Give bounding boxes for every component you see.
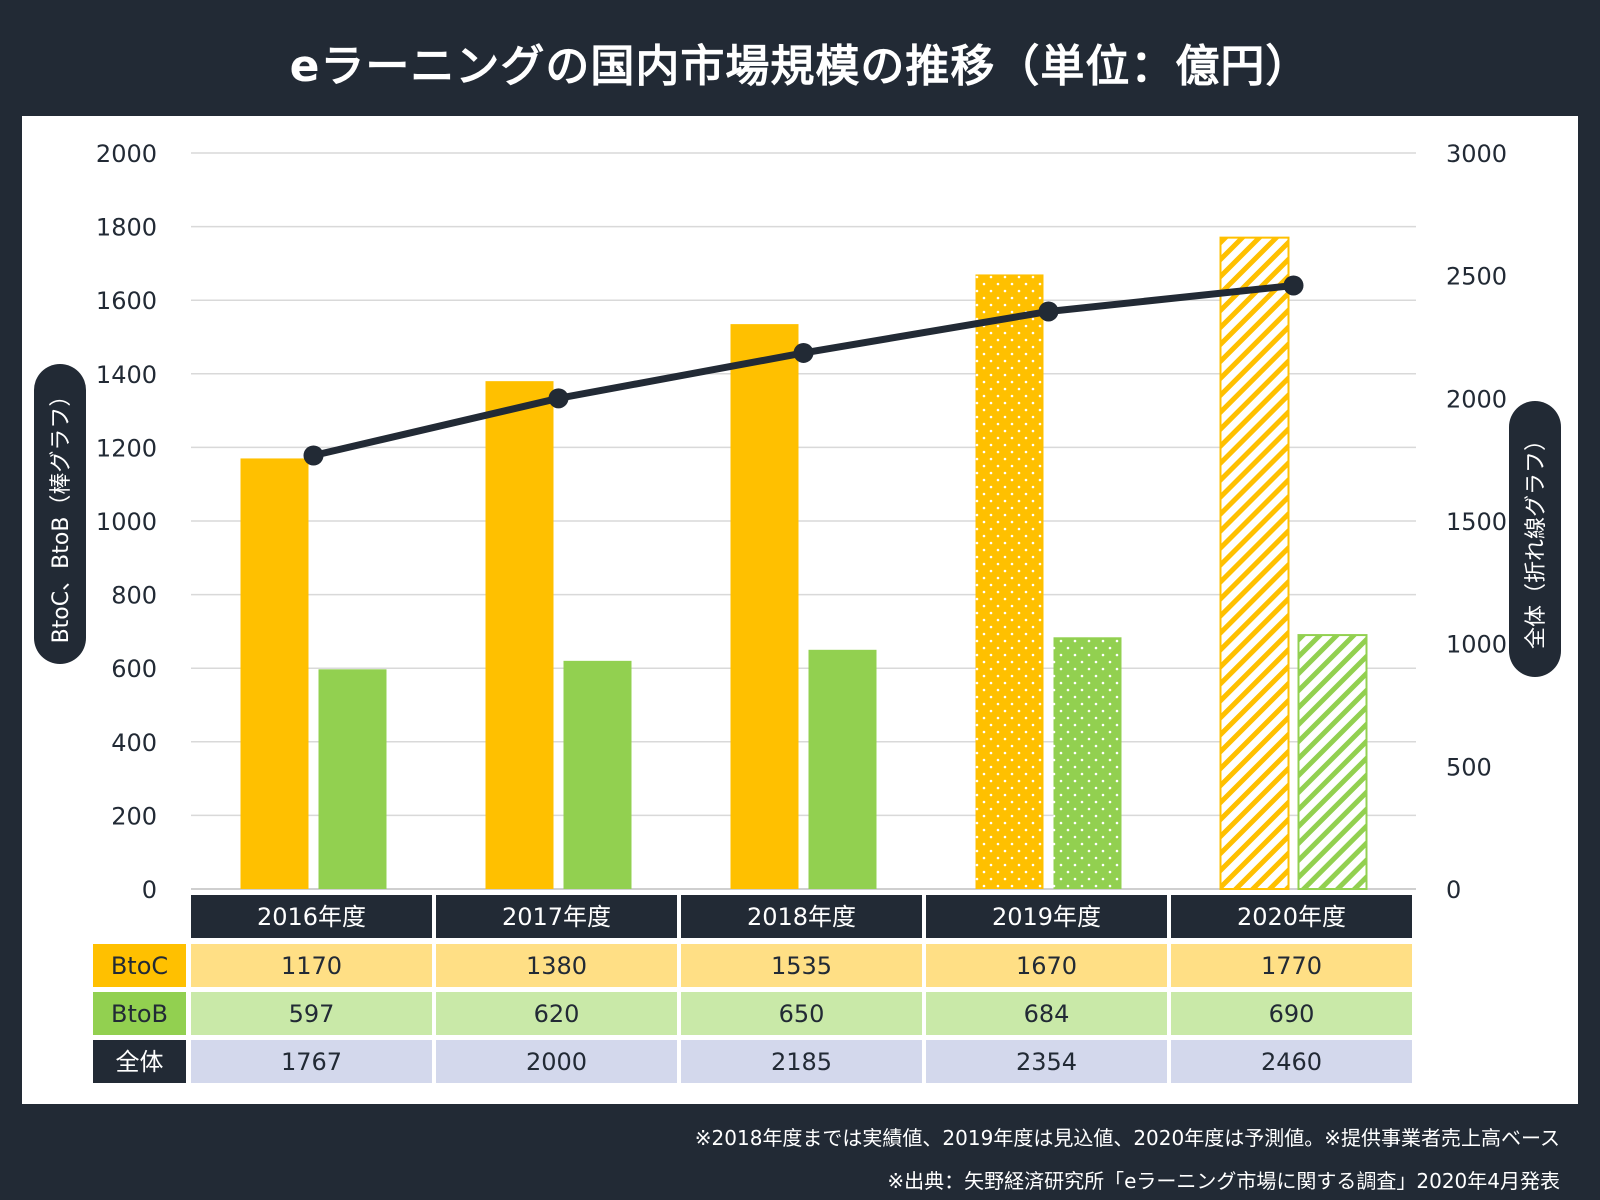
y-tick-label-left: 2000 — [96, 140, 157, 168]
bar-btob — [1297, 634, 1368, 891]
table-row-label-total — [93, 1040, 186, 1083]
y-tick-label-left: 600 — [111, 655, 157, 683]
y-tick-label-right: 1000 — [1446, 631, 1507, 659]
data-label-total: 1767 — [281, 1048, 342, 1076]
table-cell — [681, 1040, 922, 1083]
data-label-total: 2354 — [1016, 1048, 1077, 1076]
y-tick-label-left: 1800 — [96, 214, 157, 242]
table-cell — [436, 944, 677, 987]
table-cell — [926, 944, 1167, 987]
data-label-btob: 684 — [1024, 1000, 1070, 1028]
y-tick-label-right: 2500 — [1446, 263, 1507, 291]
chart-title: eラーニングの国内市場規模の推移（単位：億円） — [289, 41, 1311, 92]
bar-btob — [1053, 637, 1122, 889]
data-label-btob: 620 — [534, 1000, 580, 1028]
total-line — [303, 275, 1304, 466]
table-cell — [191, 944, 432, 987]
data-label-btob: 650 — [779, 1000, 825, 1028]
y-tick-label-right: 1500 — [1446, 508, 1507, 536]
table-cell — [1171, 1040, 1412, 1083]
total-line-point — [303, 445, 324, 466]
total-line-point — [548, 388, 569, 409]
series-name-btob: BtoB — [111, 1000, 168, 1028]
data-label-btoc: 1380 — [526, 952, 587, 980]
data-label-btob: 690 — [1269, 1000, 1315, 1028]
footnote-source-type: ※2018年度までは実績値、2019年度は見込値、2020年度は予測値。※提供事… — [694, 1126, 1560, 1150]
axis-ticks: 0 200 400 600 800 1000 1200 1400 1600 1800 2000 0 50… — [96, 140, 1507, 904]
table-cell — [191, 1040, 432, 1083]
table-row-label-btob — [93, 992, 186, 1035]
data-label-btoc: 1535 — [771, 952, 832, 980]
data-label-total: 2460 — [1261, 1048, 1322, 1076]
table-header-cell — [926, 895, 1167, 938]
y-tick-label-left: 1400 — [96, 361, 157, 389]
table-header-cell — [191, 895, 432, 938]
table-cell — [1171, 944, 1412, 987]
x-category-label: 2018年度 — [747, 903, 856, 931]
y-tick-label-left: 1600 — [96, 287, 157, 315]
table-cell — [1171, 992, 1412, 1035]
table-cell — [926, 992, 1167, 1035]
table-header-cell — [1171, 895, 1412, 938]
data-table: 2016年度 2017年度 2018年度 2019年度 2020年度 BtoC 1170 13… — [93, 895, 1412, 1083]
x-category-label: 2017年度 — [502, 903, 611, 931]
table-cell — [436, 992, 677, 1035]
bar-btob — [318, 669, 387, 889]
bar-btoc — [240, 458, 309, 889]
table-cell — [681, 944, 922, 987]
bars — [240, 236, 1368, 891]
table-row-label-btoc — [93, 944, 186, 987]
bar-btob — [563, 660, 632, 889]
y-tick-label-left: 400 — [111, 729, 157, 757]
table-header-cell — [436, 895, 677, 938]
bar-btoc — [1219, 236, 1290, 890]
gridlines — [191, 152, 1416, 890]
table-header-cell — [681, 895, 922, 938]
x-category-label: 2020年度 — [1237, 903, 1346, 931]
footnote-citation: ※出典：矢野経済研究所「eラーニング市場に関する調査」2020年4月発表 — [887, 1169, 1560, 1193]
total-line-path — [312, 281, 1294, 459]
table-cell — [436, 1040, 677, 1083]
bar-btoc — [730, 324, 799, 889]
total-line-point — [1038, 301, 1059, 322]
series-name-total: 全体 — [116, 1048, 164, 1076]
table-cell — [681, 992, 922, 1035]
y-axis-title-right: 全体（折れ線グラフ） — [1509, 401, 1561, 677]
series-name-btoc: BtoC — [111, 952, 168, 980]
y-tick-label-right: 3000 — [1446, 140, 1507, 168]
table-cell — [926, 1040, 1167, 1083]
y-axis-title-left: BtoC、BtoB（棒グラフ） — [34, 364, 86, 664]
total-line-point — [1283, 275, 1304, 296]
y-tick-label-right: 500 — [1446, 753, 1492, 781]
table-cell — [191, 992, 432, 1035]
data-label-btoc: 1770 — [1261, 952, 1322, 980]
y-axis-title-left-bg — [34, 364, 86, 664]
data-label-btoc: 1670 — [1016, 952, 1077, 980]
y-axis-title-right-text: 全体（折れ線グラフ） — [1524, 429, 1549, 649]
x-category-label: 2019年度 — [992, 903, 1101, 931]
bar-btob — [808, 649, 877, 889]
y-tick-label-right: 2000 — [1446, 385, 1507, 413]
y-tick-label-left: 0 — [142, 876, 157, 904]
data-label-btoc: 1170 — [281, 952, 342, 980]
y-axis-title-left-text: BtoC、BtoB（棒グラフ） — [49, 385, 74, 644]
y-tick-label-right: 0 — [1446, 876, 1461, 904]
axis-labels: BtoC、BtoB（棒グラフ） 全体（折れ線グラフ） — [34, 364, 1561, 677]
bar-btoc — [975, 274, 1044, 889]
total-line-point — [793, 342, 814, 363]
bar-btoc — [485, 381, 554, 889]
data-label-total: 2000 — [526, 1048, 587, 1076]
x-category-label: 2016年度 — [257, 903, 366, 931]
data-label-btob: 597 — [289, 1000, 335, 1028]
data-label-total: 2185 — [771, 1048, 832, 1076]
y-tick-label-left: 800 — [111, 582, 157, 610]
y-tick-label-left: 1000 — [96, 508, 157, 536]
y-axis-title-right-bg — [1509, 401, 1561, 677]
y-tick-label-left: 200 — [111, 802, 157, 830]
y-tick-label-left: 1200 — [96, 434, 157, 462]
